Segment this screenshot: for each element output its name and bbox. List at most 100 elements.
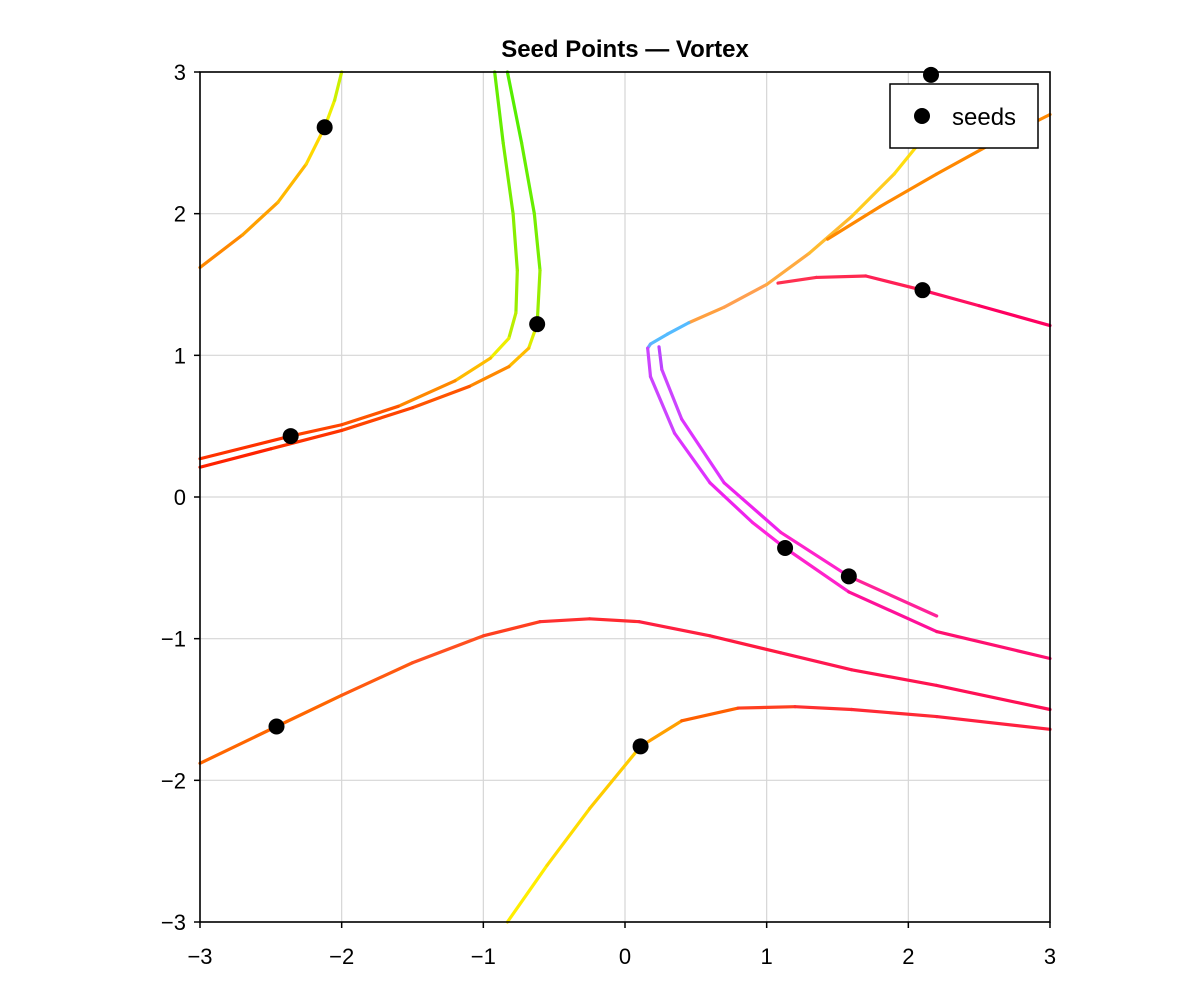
streamline-segment: [648, 332, 670, 346]
seed-point: [282, 428, 299, 445]
streamline-segment: [687, 305, 726, 325]
streamline-segment: [736, 705, 797, 710]
streamline-segment: [722, 481, 783, 535]
streamline-segment: [850, 172, 896, 219]
streamline-segment: [722, 282, 769, 309]
streamline-segment: [532, 212, 542, 272]
streamline-segment: [538, 617, 592, 624]
streamline-segment: [467, 365, 511, 389]
streamline-segment: [935, 629, 1052, 661]
streamline-segment: [680, 417, 726, 485]
streamline-segment: [514, 268, 519, 315]
streamline-segment: [708, 481, 755, 525]
streamline-segment: [878, 172, 939, 209]
seed-point: [268, 718, 285, 735]
x-tick-label: 3: [1044, 944, 1056, 969]
y-tick-label: 0: [174, 485, 186, 510]
streamline-segment: [657, 345, 664, 372]
streamline-segment: [481, 620, 542, 638]
streamline-segment: [535, 268, 542, 326]
streamline-segment: [340, 404, 400, 427]
axis-ticks: −3 −2 −1 0 1 2 3 −3 −2 −1 0 1 2 3: [161, 60, 1056, 969]
streamline-segment: [783, 546, 851, 594]
streamline: [505, 705, 1052, 924]
streamline-segment: [269, 428, 344, 451]
streamline-segment: [779, 530, 851, 578]
legend: seeds: [889, 83, 1039, 149]
streamline-segment: [708, 634, 783, 655]
x-tick-label: −3: [187, 944, 212, 969]
streamline-segment: [825, 204, 882, 241]
streamline-segment: [507, 346, 531, 369]
streamline-segment: [672, 431, 712, 485]
streamline-segment: [488, 336, 511, 360]
streamline-segment: [847, 590, 939, 634]
streamline-segment: [501, 141, 515, 216]
streamline: [657, 345, 939, 618]
streamline-segment: [340, 661, 415, 697]
seed-point: [529, 316, 546, 333]
legend-seed-marker: [914, 108, 930, 124]
streamline-segment: [289, 423, 344, 438]
streamline: [198, 617, 1052, 765]
streamline: [776, 274, 1052, 328]
streamline-segment: [198, 724, 279, 765]
x-tick-label: 2: [902, 944, 914, 969]
seed-point: [632, 738, 649, 755]
streamline-segment: [776, 275, 818, 285]
streamlines: [198, 70, 1052, 924]
streamline-segment: [680, 706, 740, 723]
streamline-segment: [637, 620, 712, 638]
streamline-segment: [198, 447, 273, 469]
streamline-segment: [511, 212, 519, 272]
y-tick-label: −2: [161, 768, 186, 793]
streamline-segment: [198, 434, 293, 461]
x-tick-label: 1: [761, 944, 773, 969]
streamline-segment: [332, 70, 344, 102]
streamline-segment: [646, 346, 653, 379]
x-tick-label: −2: [329, 944, 354, 969]
streamline-segment: [240, 200, 280, 237]
streamline-segment: [519, 141, 536, 216]
seed-point: [316, 119, 333, 136]
streamline-segment: [814, 274, 868, 280]
x-tick-label: −1: [471, 944, 496, 969]
streamline-segment: [453, 356, 493, 383]
y-tick-label: −1: [161, 627, 186, 652]
chart-title: Seed Points — Vortex: [501, 36, 749, 63]
y-tick-label: 1: [174, 343, 186, 368]
streamline-segment: [765, 251, 811, 287]
seed-points: [268, 66, 939, 755]
streamline-segment: [276, 162, 308, 204]
seed-point: [840, 568, 857, 585]
streamline-segment: [410, 634, 485, 665]
seed-point: [914, 282, 931, 299]
streamline-segment: [793, 705, 854, 712]
streamline-segment: [850, 707, 939, 719]
streamline-segment: [505, 70, 524, 145]
streamline-segment: [198, 233, 245, 270]
streamline-segment: [396, 379, 457, 408]
y-tick-label: −3: [161, 910, 186, 935]
streamline-segment: [935, 714, 1052, 731]
streamline-segment: [274, 693, 344, 729]
y-tick-label: 3: [174, 60, 186, 85]
streamline-segment: [850, 668, 939, 688]
streamline-segment: [507, 311, 518, 340]
legend-label-seeds: seeds: [952, 104, 1016, 131]
streamline-segment: [807, 214, 854, 255]
streamline-segment: [977, 304, 1052, 328]
streamline-segment: [545, 807, 592, 867]
streamline-segment: [935, 683, 1052, 712]
streamline-segment: [864, 274, 925, 292]
streamline-segment: [920, 288, 981, 308]
streamline-segment: [779, 651, 854, 672]
streamline-segment: [587, 617, 641, 624]
streamline-segment: [493, 70, 505, 145]
x-tick-label: 0: [619, 944, 631, 969]
streamline-segment: [505, 863, 549, 924]
streamline-segment: [587, 744, 643, 811]
streamline: [198, 70, 519, 461]
streamline: [198, 70, 542, 469]
